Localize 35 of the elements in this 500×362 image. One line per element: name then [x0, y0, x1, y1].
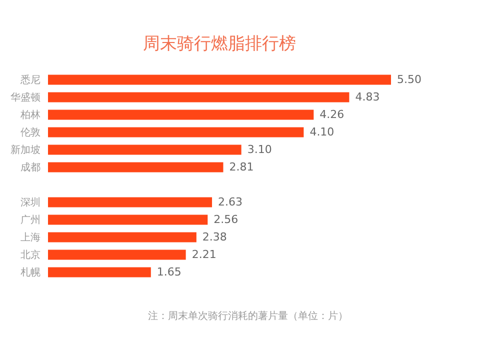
- text: 注：周末单次骑行消耗的薯片量（单位：片）: [148, 310, 348, 322]
- bar: [48, 92, 350, 102]
- y-tick-label: 华盛顿: [10, 91, 40, 104]
- y-tick-label: 伦敦: [20, 126, 40, 138]
- y-tick-label: 深圳: [20, 196, 40, 208]
- data-label: 4.10: [310, 125, 334, 138]
- data-label: 5.50: [397, 72, 422, 86]
- data-label: 2.38: [202, 230, 227, 244]
- data-label: 2.63: [218, 195, 243, 208]
- chart-title: 周末骑行燃脂排行榜: [143, 34, 296, 54]
- y-tick-label: 札幌: [20, 266, 40, 278]
- bar: [48, 197, 212, 208]
- y-tick-label: 悉尼: [20, 74, 40, 86]
- bar: [48, 144, 242, 155]
- y-tick-label: 柏林: [20, 108, 40, 121]
- bar: [48, 267, 151, 278]
- data-label: 1.65: [156, 265, 182, 278]
- data-label: 3.10: [247, 142, 272, 156]
- y-tick-label: 北京: [20, 248, 40, 261]
- bar: [48, 110, 314, 120]
- data-label: 2.81: [229, 160, 254, 174]
- bar: [48, 250, 186, 260]
- bar: [48, 214, 208, 225]
- data-label: 2.56: [214, 212, 238, 226]
- data-label: 2.21: [192, 248, 216, 261]
- bar: [48, 232, 196, 242]
- bar: [48, 74, 391, 85]
- data-label: 4.26: [320, 108, 344, 121]
- data-label: 4.83: [355, 90, 380, 104]
- y-tick-label: 上海: [20, 231, 40, 244]
- y-tick-label: 广州: [20, 214, 40, 226]
- bar: [48, 127, 304, 138]
- bar: [48, 162, 224, 172]
- y-tick-label: 新加坡: [10, 144, 40, 156]
- y-tick-label: 成都: [20, 161, 40, 174]
